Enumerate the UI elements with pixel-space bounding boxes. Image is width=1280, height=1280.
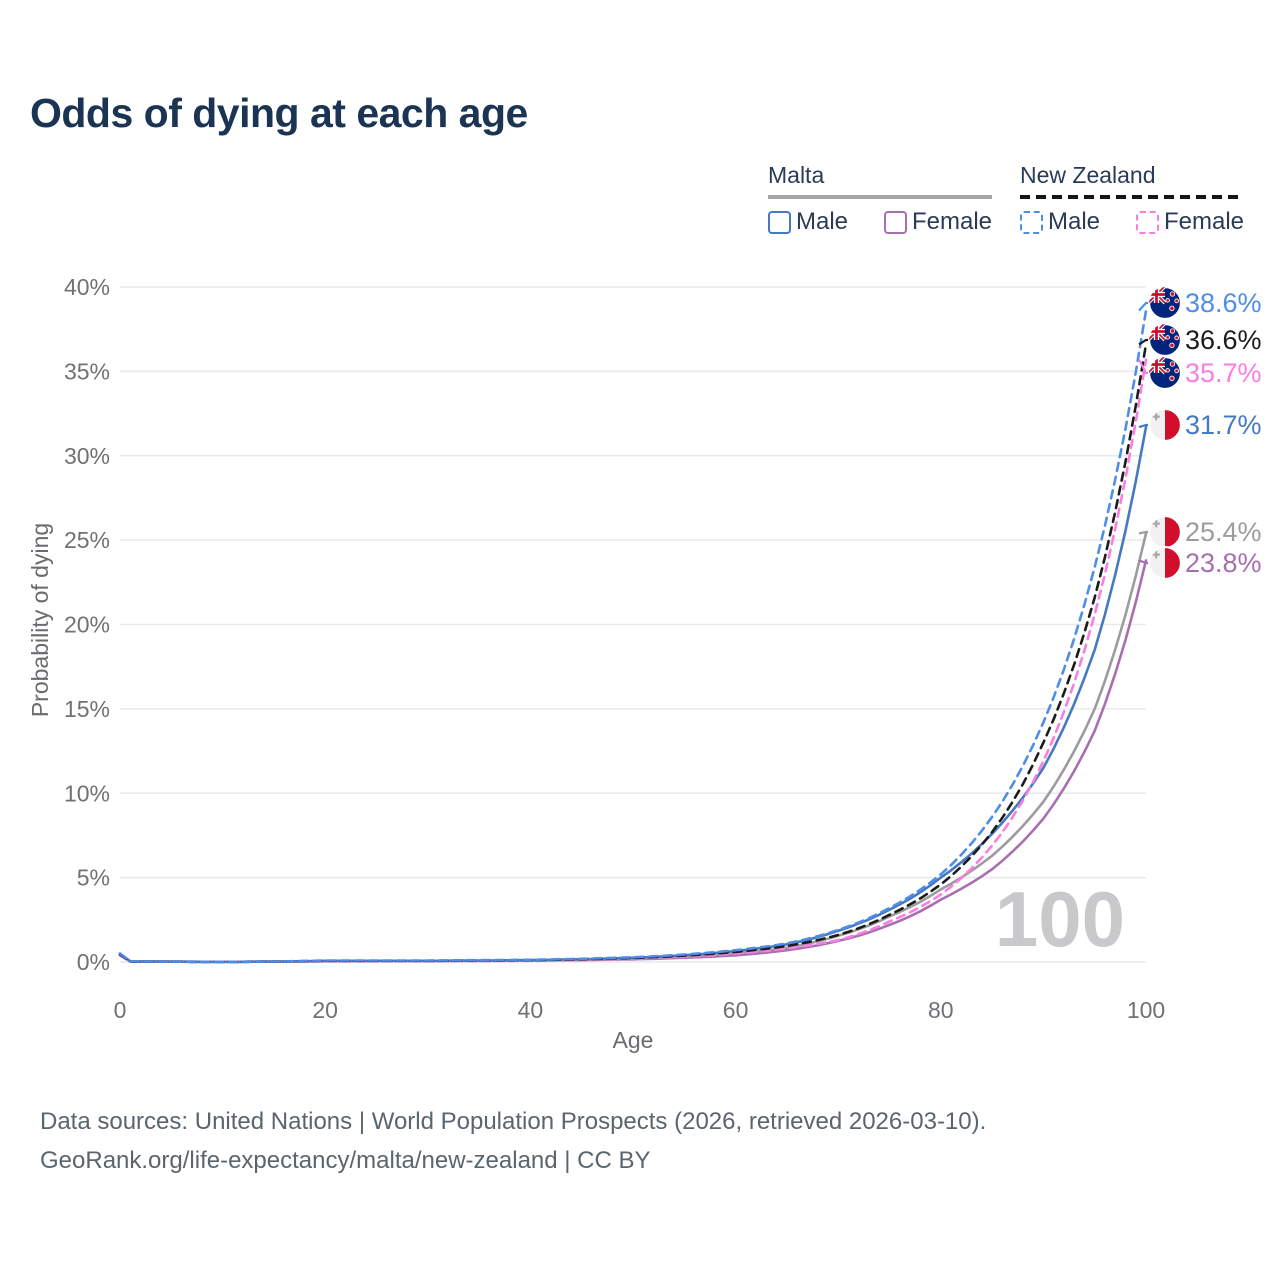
y-tick-label: 25% <box>64 527 110 553</box>
malta-flag-icon <box>1148 515 1182 549</box>
end-value-label: 23.8% <box>1185 547 1262 578</box>
series-line-new-zealand-female <box>118 358 1148 964</box>
malta-flag-icon <box>1148 408 1182 442</box>
legend-label: Female <box>1163 208 1244 235</box>
y-tick-label: 15% <box>64 696 110 722</box>
malta-line-style-sample <box>768 195 992 199</box>
x-tick-label: 80 <box>928 997 954 1023</box>
end-value-label: 36.6% <box>1185 324 1262 355</box>
malta-male-swatch-icon <box>768 210 791 234</box>
new-zealand-line-style-sample <box>1020 195 1244 199</box>
legend-item-malta-male: Male <box>768 208 848 236</box>
new-zealand-flag-icon <box>1148 323 1182 357</box>
legend-item-nz-male: Male <box>1020 208 1100 236</box>
x-tick-label: 40 <box>518 997 544 1023</box>
series-end-label-nz-male: 38.6% <box>1148 286 1262 320</box>
x-tick-label: 60 <box>723 997 749 1023</box>
legend-country-new-zealand: New Zealand <box>1020 162 1156 188</box>
end-value-label: 38.6% <box>1185 287 1262 318</box>
y-tick-label: 20% <box>64 612 110 638</box>
y-axis-label: Probability of dying <box>27 523 53 717</box>
legend-item-nz-female: Female <box>1135 208 1244 236</box>
data-source-note: Data sources: United Nations | World Pop… <box>40 1108 987 1135</box>
end-value-label: 31.7% <box>1185 409 1262 440</box>
legend-item-malta-female: Female <box>883 208 992 236</box>
age-watermark: 100 <box>994 875 1125 963</box>
legend-group-malta: Malta Male Female <box>768 162 992 236</box>
y-tick-label: 35% <box>64 358 110 384</box>
malta-flag-icon <box>1148 546 1182 580</box>
page-title: Odds of dying at each age <box>30 90 528 136</box>
new-zealand-flag-icon <box>1148 286 1182 320</box>
series-line-new-zealand-male <box>118 309 1148 964</box>
attribution-note: GeoRank.org/life-expectancy/malta/new-ze… <box>40 1147 651 1174</box>
series-end-label-nz-female: 35.7% <box>1148 356 1262 390</box>
nz-female-swatch-icon <box>1135 210 1159 234</box>
x-tick-label: 100 <box>1127 997 1165 1023</box>
x-tick-label: 0 <box>114 997 127 1023</box>
legend-group-new-zealand: New Zealand Male Female <box>1020 162 1244 236</box>
new-zealand-flag-icon <box>1148 356 1182 390</box>
y-tick-label: 30% <box>64 443 110 469</box>
malta-female-swatch-icon <box>883 210 907 234</box>
y-tick-label: 0% <box>77 949 110 975</box>
series-end-label-malta-female: 23.8% <box>1148 546 1262 580</box>
legend-label: Male <box>1048 208 1101 235</box>
y-tick-label: 40% <box>64 274 110 300</box>
y-tick-label: 5% <box>77 865 110 891</box>
series-end-label-malta-male: 31.7% <box>1148 408 1262 442</box>
end-value-label: 25.4% <box>1185 516 1262 547</box>
nz-male-swatch-icon <box>1020 210 1043 234</box>
series-end-label-nz-total: 36.6% <box>1148 323 1262 357</box>
legend-country-malta: Malta <box>768 162 825 188</box>
x-tick-label: 20 <box>312 997 338 1023</box>
x-axis-label: Age <box>613 1027 654 1053</box>
legend-label: Male <box>796 208 849 235</box>
series-end-label-malta-total: 25.4% <box>1148 515 1262 549</box>
legend-label: Female <box>911 208 992 235</box>
end-value-label: 35.7% <box>1185 357 1262 388</box>
y-tick-label: 10% <box>64 780 110 806</box>
